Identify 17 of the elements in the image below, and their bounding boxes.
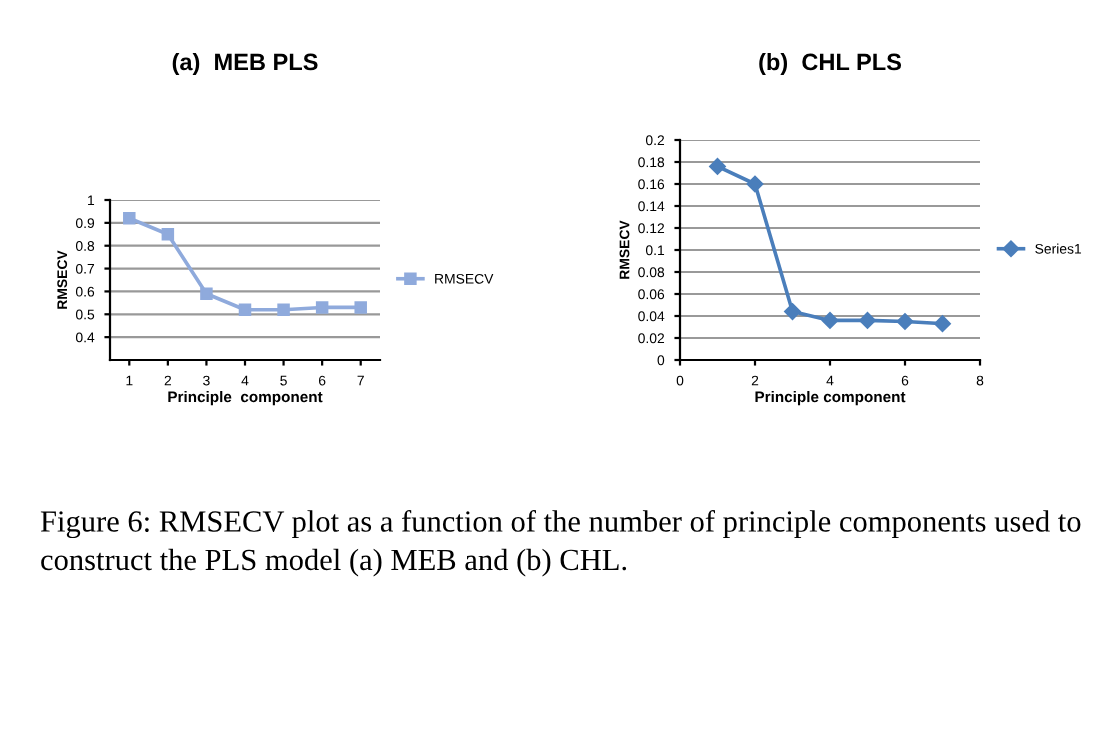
point	[859, 312, 876, 329]
point	[161, 228, 175, 241]
chart-title: (b) CHL PLS	[759, 53, 902, 76]
point	[784, 303, 801, 320]
point	[354, 301, 367, 314]
point	[709, 158, 726, 175]
point	[896, 313, 914, 330]
point	[277, 303, 290, 316]
point	[934, 315, 951, 332]
point	[821, 312, 839, 329]
chart-title: (a) MEB PLS	[172, 53, 318, 76]
point	[315, 301, 329, 314]
point	[746, 175, 764, 193]
point	[200, 287, 213, 300]
point	[238, 303, 252, 316]
point	[123, 212, 136, 225]
caption: Figure 6: RMSECV plot as a function of the number of principle components used to construct the PLS model (a) MEB and (b) CHL.	[40, 510, 1081, 577]
